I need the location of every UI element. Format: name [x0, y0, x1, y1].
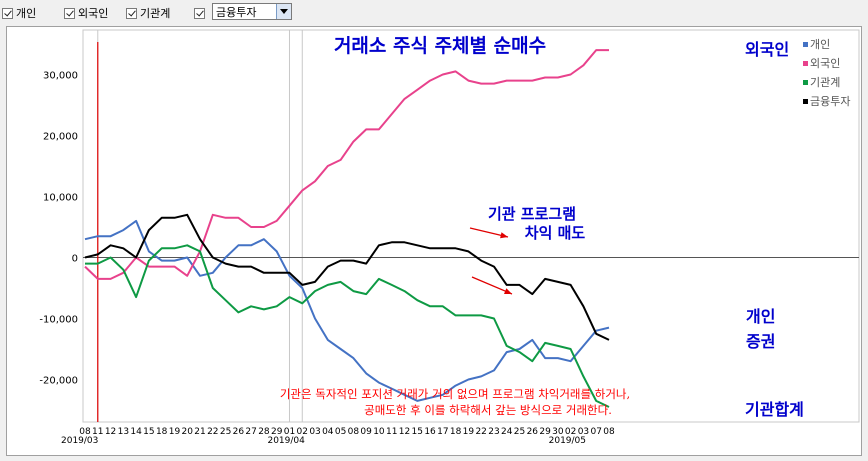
- checkbox-label: 외국인: [78, 7, 109, 20]
- x-month-label: 2019/05: [549, 436, 586, 446]
- x-tick-label: 23: [488, 427, 499, 437]
- x-tick-label: 21: [194, 427, 205, 437]
- x-tick-label: 18: [156, 427, 168, 437]
- series-line-2: [85, 244, 610, 408]
- x-tick-label: 25: [220, 427, 231, 437]
- checkbox-individual[interactable]: 개인: [2, 5, 36, 21]
- x-tick-label: 26: [527, 427, 539, 437]
- checkbox-box[interactable]: [126, 7, 137, 19]
- x-tick-label: 30: [552, 427, 564, 437]
- checkbox-foreign[interactable]: 외국인: [64, 5, 108, 21]
- x-tick-label: 11: [386, 427, 397, 437]
- x-tick-label: 11: [92, 427, 103, 437]
- annotation-program-1: 기관 프로그램: [488, 205, 576, 223]
- legend-label: 기관계: [810, 76, 840, 89]
- checkbox-box[interactable]: [2, 7, 13, 19]
- x-tick-label: 01: [284, 427, 295, 437]
- x-tick-label: 08: [603, 427, 615, 437]
- checkbox-institution[interactable]: 기관계: [126, 5, 170, 21]
- arrow-upper-head: [500, 232, 508, 239]
- end-label-institution-total: 기관합계: [745, 400, 804, 419]
- x-tick-label: 04: [322, 427, 334, 437]
- x-tick-label: 22: [475, 427, 486, 437]
- y-tick-label: -10,000: [39, 315, 78, 326]
- legend-swatch: [803, 42, 808, 47]
- checkbox-box[interactable]: [64, 7, 75, 19]
- x-tick-label: 22: [207, 427, 218, 437]
- x-tick-label: 02: [297, 427, 308, 437]
- y-tick-label: 30,000: [43, 71, 78, 82]
- x-tick-label: 26: [233, 427, 245, 437]
- x-month-label: 2019/03: [61, 436, 98, 446]
- end-label-securities: 증권: [746, 332, 775, 351]
- end-label-foreign: 외국인: [745, 40, 789, 59]
- x-tick-label: 16: [424, 427, 436, 437]
- x-tick-label: 09: [360, 427, 372, 437]
- x-tick-label: 15: [143, 427, 154, 437]
- chart-title: 거래소 주식 주체별 순매수: [334, 35, 546, 57]
- x-tick-label: 15: [412, 427, 423, 437]
- toolbar: 개인 외국인 기관계 금융투자: [0, 0, 868, 24]
- x-tick-label: 14: [130, 427, 142, 437]
- x-tick-label: 12: [399, 427, 410, 437]
- y-tick-label: 10,000: [43, 193, 78, 204]
- plot-area: [82, 29, 860, 423]
- x-tick-label: 20: [182, 427, 194, 437]
- select-value: 금융투자: [216, 5, 257, 19]
- x-tick-label: 08: [79, 427, 91, 437]
- chevron-down-icon[interactable]: [276, 4, 291, 19]
- annotation-program-2: 차익 매도: [525, 224, 586, 242]
- legend-swatch: [803, 99, 808, 104]
- x-tick-label: 13: [118, 427, 129, 437]
- x-tick-label: 17: [437, 427, 448, 437]
- legend-swatch: [803, 80, 808, 85]
- legend-swatch: [803, 61, 808, 66]
- y-tick-label: 0: [72, 254, 78, 265]
- x-tick-label: 05: [335, 427, 346, 437]
- legend-label: 개인: [810, 38, 830, 51]
- x-tick-label: 10: [373, 427, 385, 437]
- x-tick-label: 08: [348, 427, 360, 437]
- x-tick-label: 24: [501, 427, 513, 437]
- end-label-individual: 개인: [746, 307, 775, 326]
- x-tick-label: 29: [539, 427, 551, 437]
- checkbox-label: 기관계: [140, 7, 171, 20]
- y-tick-label: 20,000: [43, 132, 78, 143]
- series-line-3: [84, 213, 610, 341]
- legend-label: 금융투자: [810, 95, 850, 108]
- x-tick-label: 19: [169, 427, 181, 437]
- series-line-0: [84, 219, 610, 402]
- y-tick-label: -20,000: [39, 376, 78, 387]
- x-tick-label: 25: [514, 427, 525, 437]
- annotation-note-2: 공매도한 후 이를 하락해서 갚는 방식으로 거래한다.: [364, 403, 612, 417]
- arrow-lower-head: [504, 288, 512, 294]
- checkbox-label: 개인: [16, 7, 37, 20]
- x-tick-label: 28: [258, 427, 270, 437]
- x-tick-label: 29: [271, 427, 283, 437]
- investor-type-select[interactable]: 금융투자: [212, 3, 292, 20]
- x-tick-label: 03: [309, 427, 320, 437]
- x-tick-label: 02: [565, 427, 576, 437]
- x-tick-label: 27: [245, 427, 256, 437]
- x-tick-label: 18: [450, 427, 462, 437]
- x-month-label: 2019/04: [267, 436, 305, 446]
- annotation-note-1: 기관은 독자적인 포지션 거래가 거의 없으며 프로그램 차익거래를 하거나,: [280, 387, 630, 401]
- x-tick-label: 07: [590, 427, 601, 437]
- x-tick-label: 03: [578, 427, 589, 437]
- checkbox-financial-investment[interactable]: [194, 5, 208, 21]
- x-tick-label: 12: [105, 427, 116, 437]
- legend-label: 외국인: [810, 57, 840, 70]
- x-tick-label: 19: [463, 427, 475, 437]
- checkbox-box[interactable]: [194, 7, 205, 19]
- series-line-1: [84, 49, 609, 280]
